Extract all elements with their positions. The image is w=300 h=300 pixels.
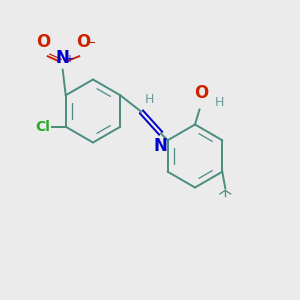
Text: O: O <box>194 84 209 102</box>
Text: O: O <box>36 33 50 51</box>
Text: +: + <box>65 54 73 64</box>
Text: Cl: Cl <box>35 120 50 134</box>
Text: H: H <box>214 95 224 109</box>
Text: N: N <box>56 49 70 68</box>
Text: −: − <box>85 37 96 50</box>
Text: H: H <box>145 93 154 106</box>
Text: O: O <box>76 33 91 51</box>
Text: N: N <box>154 137 168 155</box>
